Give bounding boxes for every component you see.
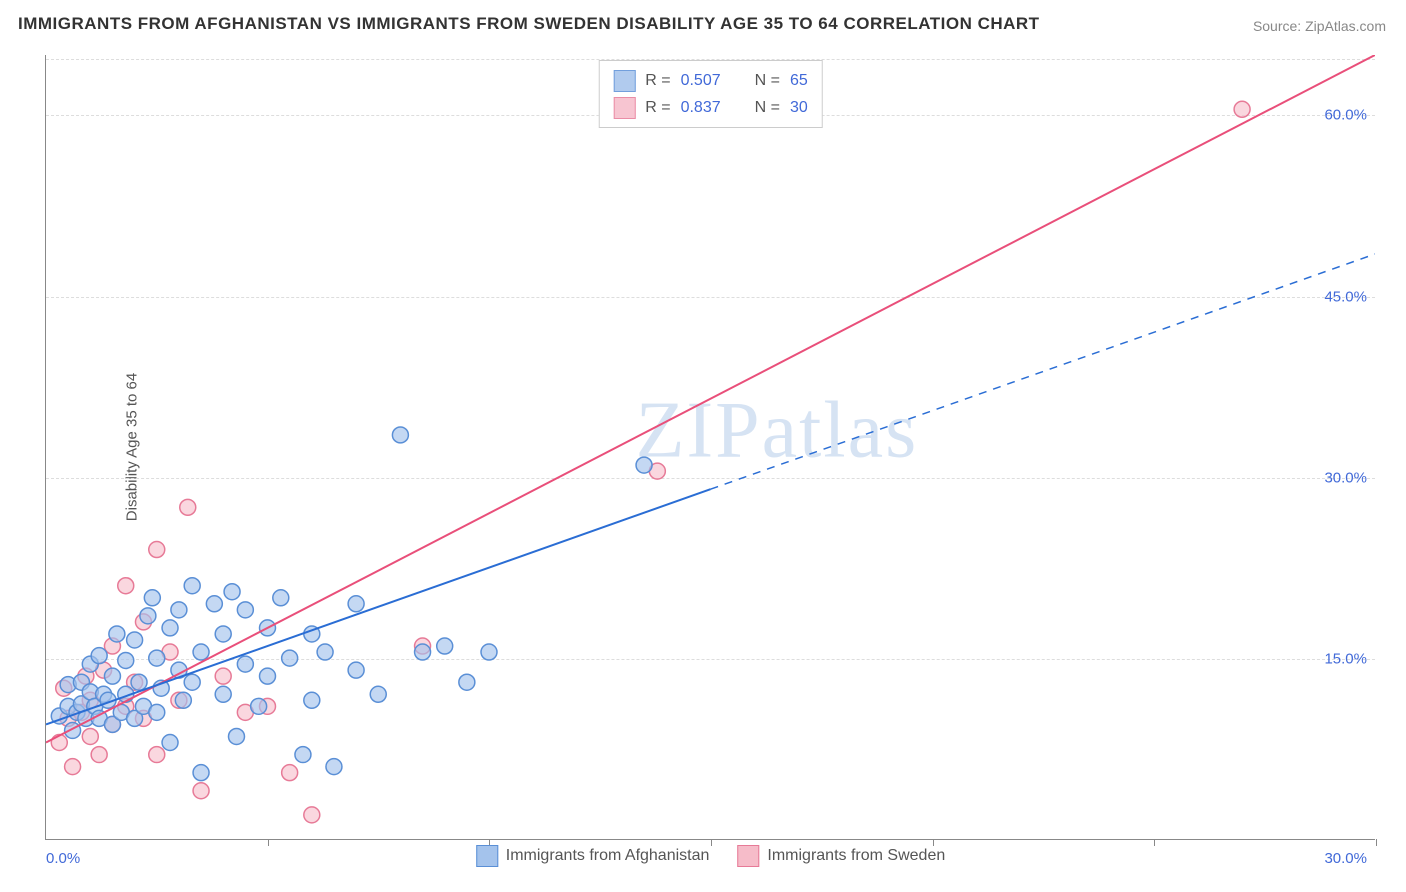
legend-label-sweden: Immigrants from Sweden bbox=[767, 847, 945, 865]
n-label: N = bbox=[755, 67, 780, 94]
trend-lines-svg bbox=[46, 55, 1375, 839]
trend-line-sweden bbox=[46, 55, 1375, 743]
n-value: 65 bbox=[790, 67, 808, 94]
n-value: 30 bbox=[790, 94, 808, 121]
legend-item-sweden: Immigrants from Sweden bbox=[737, 845, 945, 867]
trend-line-afghanistan-dashed bbox=[711, 254, 1376, 489]
source-attribution: Source: ZipAtlas.com bbox=[1253, 18, 1386, 34]
n-label: N = bbox=[755, 94, 780, 121]
legend-swatch bbox=[613, 97, 635, 119]
series-legend: Immigrants from Afghanistan Immigrants f… bbox=[476, 845, 945, 867]
legend-swatch bbox=[613, 70, 635, 92]
r-label: R = bbox=[645, 67, 670, 94]
x-axis-end-label: 30.0% bbox=[1324, 850, 1367, 867]
x-tick bbox=[268, 839, 269, 846]
legend-swatch-sweden bbox=[737, 845, 759, 867]
r-label: R = bbox=[645, 94, 670, 121]
x-tick bbox=[1154, 839, 1155, 846]
correlation-legend-box: R = 0.507 N = 65 R = 0.837 N = 30 bbox=[598, 60, 823, 128]
legend-row: R = 0.837 N = 30 bbox=[613, 94, 808, 121]
r-value: 0.507 bbox=[681, 67, 721, 94]
legend-item-afghanistan: Immigrants from Afghanistan bbox=[476, 845, 710, 867]
legend-label-afghanistan: Immigrants from Afghanistan bbox=[506, 847, 710, 865]
trend-line-afghanistan bbox=[46, 489, 711, 724]
x-axis-start-label: 0.0% bbox=[46, 850, 80, 867]
chart-title: IMMIGRANTS FROM AFGHANISTAN VS IMMIGRANT… bbox=[18, 14, 1040, 34]
legend-swatch-afghanistan bbox=[476, 845, 498, 867]
x-tick bbox=[1376, 839, 1377, 846]
r-value: 0.837 bbox=[681, 94, 721, 121]
plot-area: Disability Age 35 to 64 ZIPatlas 15.0%30… bbox=[45, 55, 1375, 840]
legend-row: R = 0.507 N = 65 bbox=[613, 67, 808, 94]
